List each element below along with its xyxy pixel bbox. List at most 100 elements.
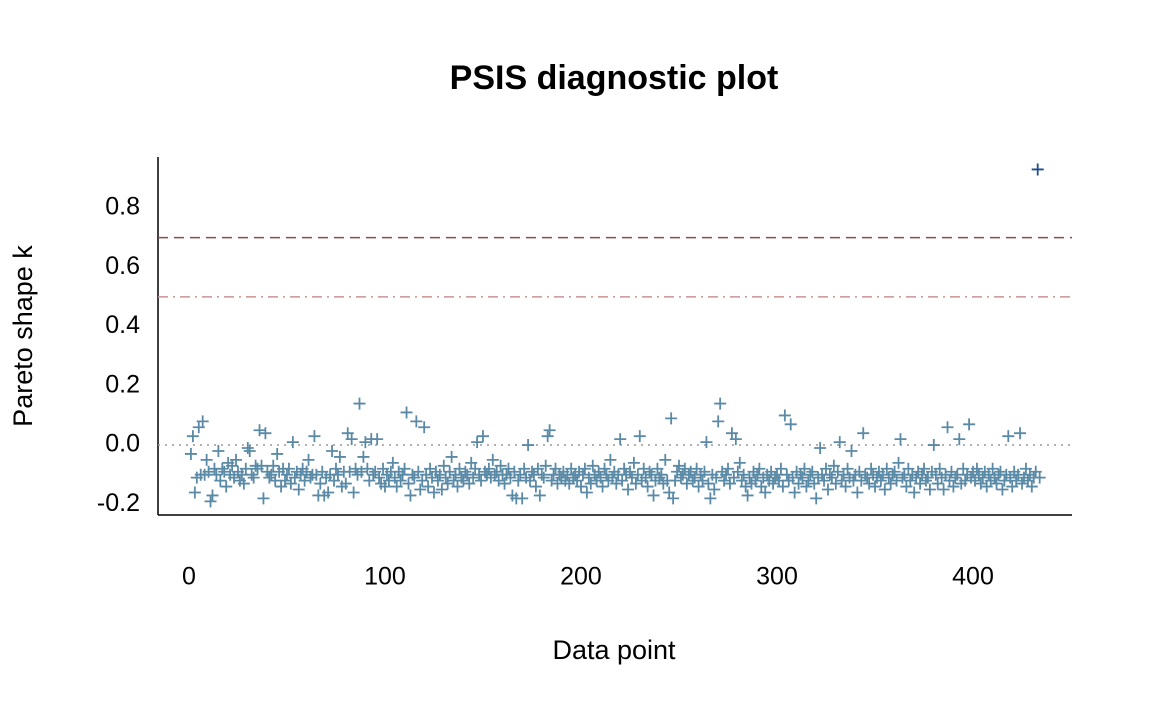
data-point (280, 468, 293, 481)
data-point (718, 474, 731, 487)
data-point (869, 480, 882, 493)
data-point (461, 468, 474, 481)
data-point (759, 486, 772, 499)
data-point (467, 471, 480, 484)
data-point (974, 477, 987, 490)
data-point (622, 483, 635, 496)
data-point (418, 421, 431, 434)
data-point (976, 471, 989, 484)
data-point (218, 465, 231, 478)
data-point (629, 477, 642, 490)
data-point (767, 477, 780, 490)
data-point (314, 477, 327, 490)
data-point (702, 477, 715, 490)
data-point (841, 462, 854, 475)
x-tick-label: 300 (756, 563, 798, 591)
data-point (598, 462, 611, 475)
data-point (647, 489, 660, 502)
x-axis-label: Data point (552, 635, 676, 665)
data-point (953, 433, 966, 446)
data-point (196, 415, 209, 428)
data-point (610, 477, 623, 490)
data-point (714, 397, 727, 410)
data-point (753, 462, 766, 475)
data-point (1016, 477, 1029, 490)
data-point (247, 471, 260, 484)
data-point (776, 480, 789, 493)
data-point (806, 465, 819, 478)
data-point (310, 468, 323, 481)
data-point (918, 462, 931, 475)
data-point (655, 468, 668, 481)
data-point (592, 465, 605, 478)
data-point (349, 462, 362, 475)
data-point (580, 486, 593, 499)
data-point (498, 477, 511, 490)
data-point (243, 444, 256, 457)
data-point (502, 462, 515, 475)
data-point (672, 459, 685, 472)
data-point (433, 468, 446, 481)
data-point (263, 471, 276, 484)
data-point (286, 436, 299, 449)
data-point (537, 471, 550, 484)
data-point (216, 462, 229, 475)
data-point (970, 462, 983, 475)
data-point (698, 465, 711, 478)
data-point (584, 477, 597, 490)
data-point (543, 424, 556, 437)
data-point (778, 409, 791, 422)
data-point (914, 477, 927, 490)
data-point (371, 433, 384, 446)
data-point (731, 465, 744, 478)
data-point (422, 480, 435, 493)
data-point (618, 462, 631, 475)
data-point (237, 477, 250, 490)
data-point (963, 418, 976, 431)
data-point (1012, 468, 1025, 481)
data-point (259, 427, 272, 440)
data-point (212, 444, 225, 457)
data-point (267, 459, 280, 472)
data-point (398, 462, 411, 475)
data-point (741, 489, 754, 502)
data-point (623, 465, 636, 478)
data-point (904, 474, 917, 487)
data-point (798, 462, 811, 475)
data-point (431, 474, 444, 487)
data-point (614, 433, 627, 446)
data-point (282, 462, 295, 475)
data-point (696, 474, 709, 487)
data-point (586, 459, 599, 472)
data-point (894, 433, 907, 446)
data-point (533, 489, 546, 502)
data-point (688, 471, 701, 484)
data-point (878, 483, 891, 496)
data-point (712, 415, 725, 428)
data-point (1014, 427, 1027, 440)
data-point (863, 477, 876, 490)
data-point (994, 465, 1007, 478)
data-point (253, 424, 266, 437)
data-point (998, 474, 1011, 487)
y-tick-label: -0.2 (97, 489, 140, 517)
data-point (427, 486, 440, 499)
data-point (206, 489, 219, 502)
data-point (220, 480, 233, 493)
data-point (710, 471, 723, 484)
data-point (414, 483, 427, 496)
data-point (600, 468, 613, 481)
data-point (947, 480, 960, 493)
data-point (255, 459, 268, 472)
data-point (494, 459, 507, 472)
data-point (518, 462, 531, 475)
data-point (288, 471, 301, 484)
data-point (708, 483, 721, 496)
data-point (823, 468, 836, 481)
data-point (308, 430, 321, 443)
data-point (412, 465, 425, 478)
data-point (333, 450, 346, 463)
data-point (1002, 430, 1015, 443)
data-point (241, 442, 254, 455)
data-point (443, 465, 456, 478)
